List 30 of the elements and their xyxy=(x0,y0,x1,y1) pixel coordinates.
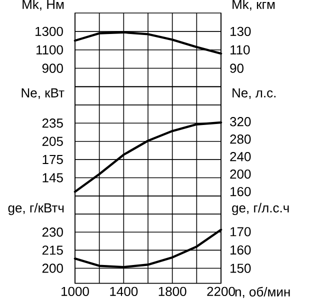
y-tick-label: 175 xyxy=(42,155,63,164)
x-tick-label: 1800 xyxy=(158,286,186,296)
y2-tick-label: 280 xyxy=(230,134,251,144)
y-tick-label: 900 xyxy=(42,64,63,73)
y2-axis-title: Ne, л.с. xyxy=(232,88,276,100)
y-tick-label: 145 xyxy=(42,173,63,182)
y-tick-label: 1300 xyxy=(36,26,63,36)
y2-tick-label: 160 xyxy=(230,186,251,196)
x-tick-label: 2200 xyxy=(207,286,235,296)
y2-tick-label: 110 xyxy=(230,45,250,54)
y2-tick-label: 130 xyxy=(230,26,251,36)
y2-tick-label: 90 xyxy=(230,64,244,73)
y-tick-label: 1100 xyxy=(36,45,63,54)
y-axis-title: ge, г/кВтч xyxy=(8,202,64,216)
y2-tick-label: 160 xyxy=(230,245,251,255)
y2-tick-label: 200 xyxy=(230,170,251,179)
x-tick-label: 1400 xyxy=(110,286,138,296)
y-tick-label: 205 xyxy=(42,136,63,146)
y2-axis-title: ge, г/л.с.ч xyxy=(232,202,289,216)
y-tick-label: 230 xyxy=(42,228,63,237)
y-tick-label: 215 xyxy=(42,246,63,255)
y2-tick-label: 320 xyxy=(230,117,251,126)
x-axis-title: n, об/мин xyxy=(235,286,290,298)
y-axis-title: Ne, кВт xyxy=(22,88,64,100)
x-tick-label: 1000 xyxy=(62,286,89,296)
y2-tick-label: 240 xyxy=(230,152,251,162)
y2-tick-label: 150 xyxy=(230,264,251,273)
y-tick-label: 200 xyxy=(42,264,63,273)
y2-tick-label: 170 xyxy=(230,227,251,236)
y-tick-label: 235 xyxy=(42,118,63,128)
